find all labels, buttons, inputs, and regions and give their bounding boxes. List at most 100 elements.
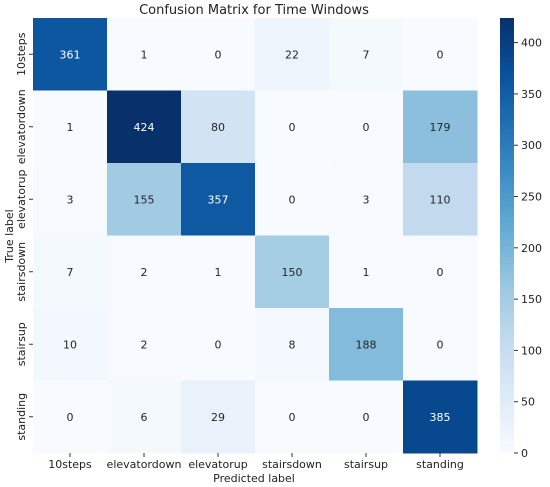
heatmap-cell: [33, 90, 108, 164]
heatmap-cell: [107, 380, 182, 454]
cell-value-label: 29: [211, 411, 225, 424]
heatmap-cell: [107, 163, 182, 236]
heatmap-cell: [181, 235, 256, 309]
cell-value-label: 357: [208, 193, 229, 206]
colorbar-tick-label: 200: [521, 242, 542, 255]
cell-value-label: 0: [289, 121, 296, 134]
colorbar-tick-label: 50: [521, 396, 535, 409]
heatmap-cell: [329, 163, 404, 236]
cell-value-label: 1: [363, 266, 370, 279]
heatmap-cell: [33, 18, 108, 91]
y-tick-label: 10steps: [15, 32, 28, 76]
heatmap-cell: [33, 308, 108, 381]
cell-value-label: 7: [363, 48, 370, 61]
cell-value-label: 1: [141, 48, 148, 61]
heatmap-cell: [107, 18, 182, 91]
cell-value-label: 0: [437, 266, 444, 279]
heatmap-cell: [181, 90, 256, 164]
x-tick-label: stairsdown: [262, 458, 322, 471]
heatmap-cell: [329, 18, 404, 91]
y-tick-label: elevatorup: [15, 170, 28, 229]
heatmap-cell: [107, 308, 182, 381]
colorbar-tick-label: 0: [521, 447, 528, 460]
heatmap-cell: [403, 163, 478, 236]
heatmap-cell: [255, 308, 330, 381]
heatmap-cell: [181, 380, 256, 454]
cell-value-label: 0: [67, 411, 74, 424]
y-tick-label: stairsup: [15, 322, 28, 366]
colorbar: [500, 18, 514, 453]
heatmap-cell: [255, 380, 330, 454]
x-tick-label: 10steps: [48, 458, 92, 471]
cell-value-label: 0: [215, 48, 222, 61]
x-tick-label: elevatordown: [107, 458, 182, 471]
colorbar-tick-label: 100: [521, 344, 542, 357]
cell-value-label: 2: [141, 338, 148, 351]
x-tick-label: standing: [416, 458, 464, 471]
cell-value-label: 1: [67, 121, 74, 134]
heatmap-cell: [255, 235, 330, 309]
x-axis-ticks: 10steps elevatordown elevatorup stairsdown s…: [48, 453, 464, 471]
cell-value-label: 0: [215, 338, 222, 351]
cell-value-label: 0: [437, 48, 444, 61]
cell-value-label: 0: [363, 121, 370, 134]
heatmap-cell: [107, 90, 182, 164]
cell-value-label: 10: [63, 338, 77, 351]
x-tick-label: elevatorup: [188, 458, 247, 471]
heatmap-cell: [329, 380, 404, 454]
cell-value-label: 1: [215, 266, 222, 279]
heatmap-cell: [255, 90, 330, 164]
heatmap-cell: [403, 308, 478, 381]
y-axis-label: True label: [3, 209, 16, 263]
x-tick-label: stairsup: [344, 458, 388, 471]
cell-value-label: 0: [437, 338, 444, 351]
cell-value-label: 110: [430, 193, 451, 206]
heatmap-cell: [181, 18, 256, 91]
heatmap-cell: [33, 163, 108, 236]
heatmap-cell: [403, 235, 478, 309]
cell-value-label: 188: [356, 338, 377, 351]
cell-value-label: 361: [60, 48, 81, 61]
cell-value-label: 8: [289, 338, 296, 351]
heatmap-cell: [403, 18, 478, 91]
y-axis-ticks: 10steps elevatordown elevatorup stairsdown s…: [15, 32, 33, 441]
heatmap-cell: [329, 308, 404, 381]
y-tick-label: stairsdown: [15, 242, 28, 302]
colorbar-tick-label: 350: [521, 88, 542, 101]
cell-value-label: 155: [134, 193, 155, 206]
y-tick-label: standing: [15, 393, 28, 441]
heatmap-cell: [181, 163, 256, 236]
heatmap-cell: [329, 235, 404, 309]
cell-value-label: 424: [134, 121, 155, 134]
cell-value-label: 7: [67, 266, 74, 279]
heatmap-cell: [181, 308, 256, 381]
cell-value-label: 179: [430, 121, 451, 134]
colorbar-tick-label: 150: [521, 293, 542, 306]
colorbar-ticks: 0 50 100 150 200 250 300 350 400: [514, 37, 542, 460]
cell-value-label: 3: [363, 193, 370, 206]
cell-value-label: 2: [141, 266, 148, 279]
heatmap-cell: [33, 380, 108, 454]
heatmap-cell: [33, 235, 108, 309]
x-axis-label: Predicted label: [213, 472, 295, 485]
cell-value-label: 0: [363, 411, 370, 424]
cell-value-label: 6: [141, 411, 148, 424]
cell-value-label: 22: [285, 48, 299, 61]
colorbar-tick-label: 250: [521, 191, 542, 204]
heatmap-cell: [329, 90, 404, 164]
heatmap-cell: [255, 18, 330, 91]
heatmap-cell: [107, 235, 182, 309]
colorbar-tick-label: 400: [521, 37, 542, 50]
cell-value-label: 3: [67, 193, 74, 206]
heatmap-cell: [403, 90, 478, 164]
cell-value-label: 385: [430, 411, 451, 424]
chart-title: Confusion Matrix for Time Windows: [139, 3, 369, 18]
y-tick-label: elevatordown: [15, 89, 28, 164]
cell-value-label: 150: [282, 266, 303, 279]
heatmap-cell: [403, 380, 478, 454]
cell-value-label: 0: [289, 193, 296, 206]
cell-value-label: 0: [289, 411, 296, 424]
cell-value-label: 80: [211, 121, 225, 134]
